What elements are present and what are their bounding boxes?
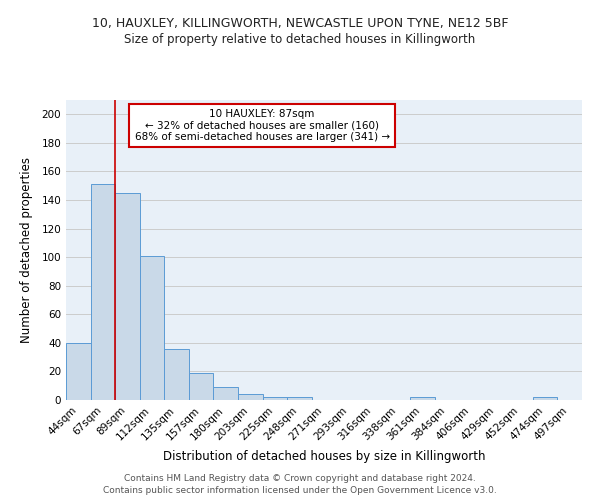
Bar <box>263 397 287 400</box>
Bar <box>410 397 434 400</box>
Bar <box>214 387 238 400</box>
Bar <box>115 193 140 400</box>
Y-axis label: Number of detached properties: Number of detached properties <box>20 157 33 343</box>
X-axis label: Distribution of detached houses by size in Killingworth: Distribution of detached houses by size … <box>163 450 485 463</box>
Bar <box>287 397 312 400</box>
Bar <box>140 256 164 400</box>
Bar <box>164 348 189 400</box>
Bar <box>66 343 91 400</box>
Text: 10 HAUXLEY: 87sqm
← 32% of detached houses are smaller (160)
68% of semi-detache: 10 HAUXLEY: 87sqm ← 32% of detached hous… <box>134 109 389 142</box>
Bar <box>533 397 557 400</box>
Text: 10, HAUXLEY, KILLINGWORTH, NEWCASTLE UPON TYNE, NE12 5BF: 10, HAUXLEY, KILLINGWORTH, NEWCASTLE UPO… <box>92 18 508 30</box>
Bar <box>238 394 263 400</box>
Bar <box>91 184 115 400</box>
Bar <box>189 373 214 400</box>
Text: Contains HM Land Registry data © Crown copyright and database right 2024.
Contai: Contains HM Land Registry data © Crown c… <box>103 474 497 495</box>
Text: Size of property relative to detached houses in Killingworth: Size of property relative to detached ho… <box>124 32 476 46</box>
